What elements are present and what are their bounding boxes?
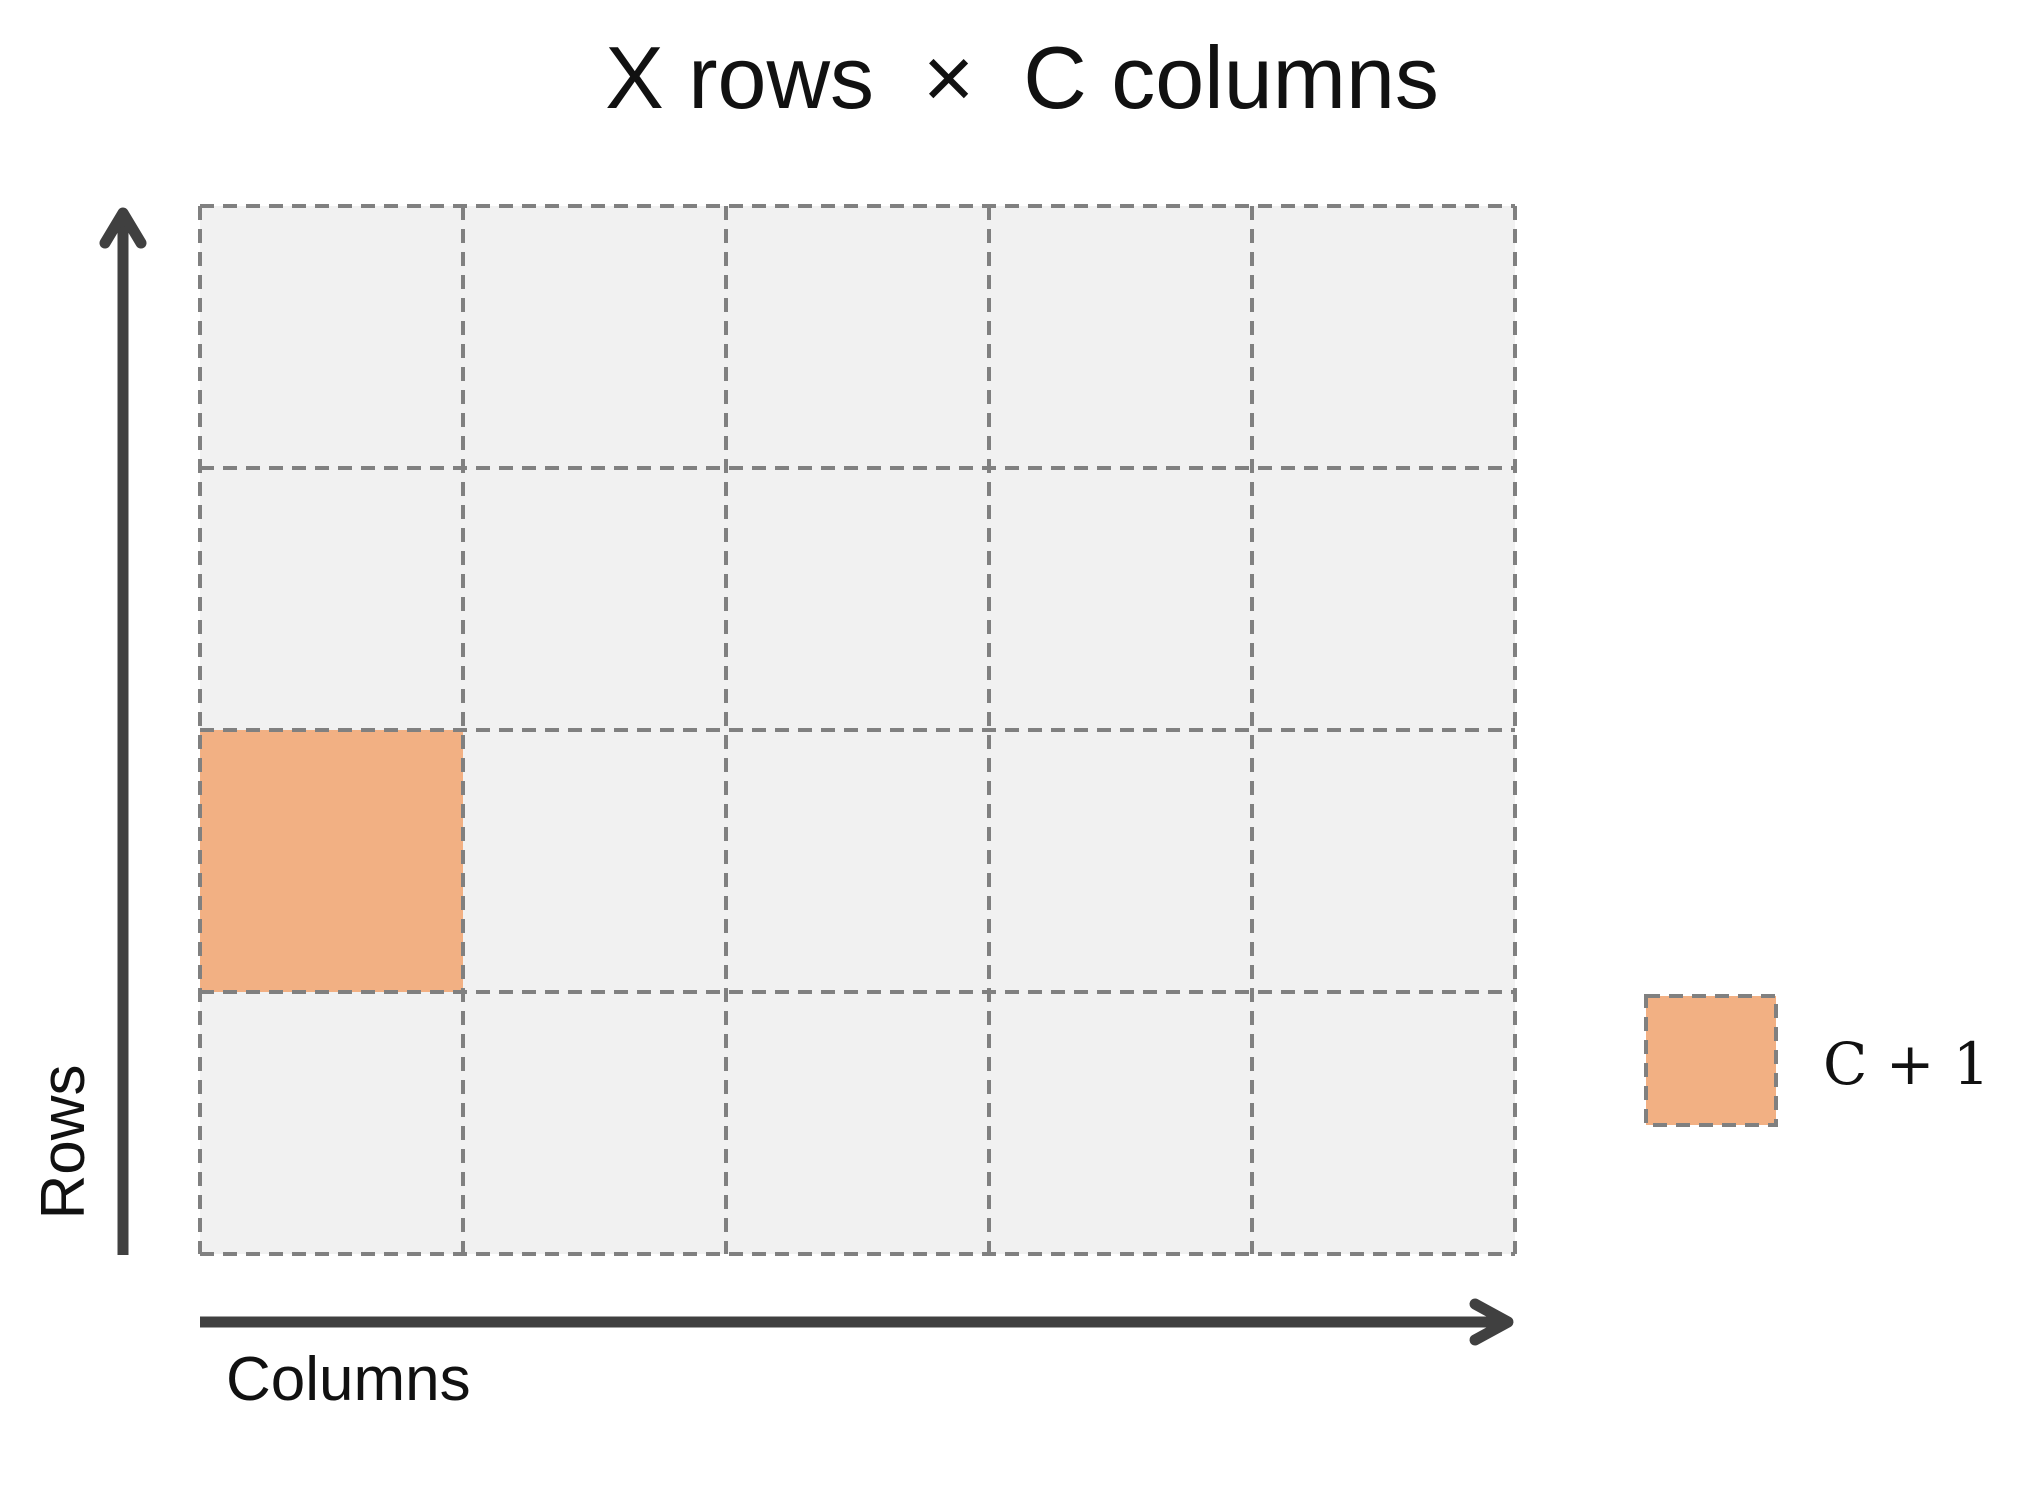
grid-cell (989, 206, 1252, 468)
legend: C + 1 (1644, 994, 1990, 1127)
columns-axis-arrow (200, 1298, 1514, 1346)
grid-cell (200, 992, 463, 1254)
grid-cell (200, 206, 463, 468)
grid-cell (726, 992, 989, 1254)
grid-cell (1252, 992, 1515, 1254)
grid-cell (1252, 468, 1515, 730)
grid-cell (726, 730, 989, 992)
grid-cell (200, 468, 463, 730)
grid-cell (726, 206, 989, 468)
grid-cell (1252, 206, 1515, 468)
grid-cell (463, 992, 726, 1254)
rows-axis-arrow (99, 207, 147, 1255)
grid-cell (726, 468, 989, 730)
grid-cell (463, 206, 726, 468)
grid-cell (989, 468, 1252, 730)
grid-lines (198, 204, 1517, 1256)
columns-axis-label: Columns (226, 1345, 471, 1414)
diagram-title: X rows × C columns (605, 28, 1439, 127)
grid-cell (463, 468, 726, 730)
grid-cell (989, 992, 1252, 1254)
grid-cells (200, 206, 1515, 1254)
grid-cell (463, 730, 726, 992)
legend-swatch (1644, 994, 1778, 1127)
rows-axis-label: Rows (29, 1064, 98, 1219)
grid-cell (1252, 730, 1515, 992)
legend-label: C + 1 (1823, 1030, 1990, 1098)
grid-cell-highlighted (200, 730, 463, 992)
grid-cell (989, 730, 1252, 992)
